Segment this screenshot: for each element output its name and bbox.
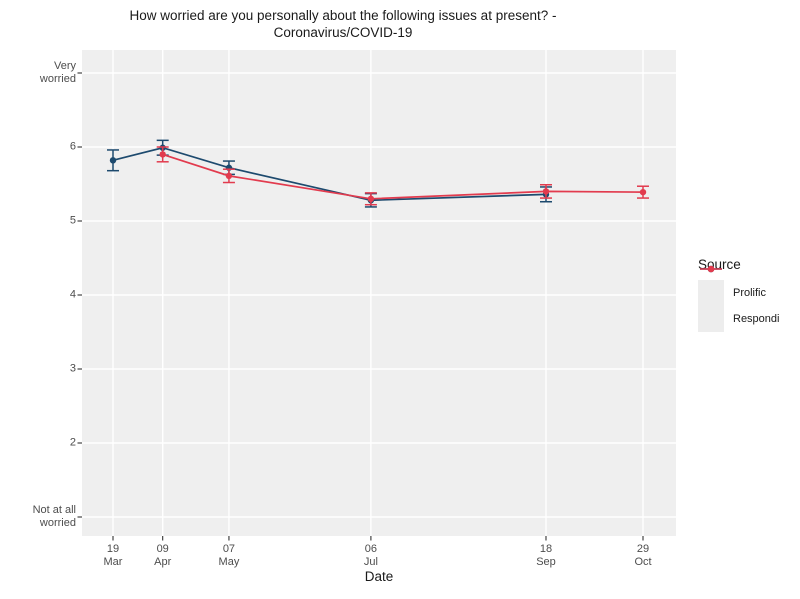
x-axis-title: Date [364,569,394,584]
y-tick-label: 4 [69,288,76,301]
chart-title-line2: Coronavirus/COVID-19 [273,25,413,40]
x-tick-label: 09 Apr [154,543,172,568]
y-tick-label: 5 [69,214,76,227]
chart-title-line1: How worried are you personally about the… [129,8,557,23]
y-tick-label: Not at all worried [32,504,76,529]
legend-item-prolific: Prolific [698,265,779,306]
y-tick-label: Very worried [39,60,76,85]
legend-items: Prolific Respondi [698,265,780,332]
data-point-respondi [542,188,550,195]
legend-key-icon [698,265,724,332]
x-tick-label: 06 Jul [363,543,378,568]
legend-item-respondi: Respondi [698,265,780,332]
data-point-respondi [225,172,233,180]
x-tick-label: 29 Oct [634,543,652,568]
data-point-respondi [639,188,647,196]
x-tick-label: 07 May [218,543,240,568]
legend-label: Respondi [733,313,780,325]
legend-key-icon [698,265,724,306]
data-point-prolific [109,157,117,164]
chart-title: How worried are you personally about the… [0,7,686,41]
legend-label: Prolific [733,287,767,299]
x-tick-label: 19 Mar [103,543,123,568]
data-point-respondi [159,151,166,158]
y-tick-label: 2 [69,436,76,449]
panel-background [82,50,676,536]
y-tick-label: 6 [69,140,76,153]
y-tick-label: 3 [69,362,76,375]
legend: Source Prolific Respondi [698,256,779,332]
data-point-respondi [367,195,375,202]
x-tick-label: 18 Sep [536,543,556,568]
